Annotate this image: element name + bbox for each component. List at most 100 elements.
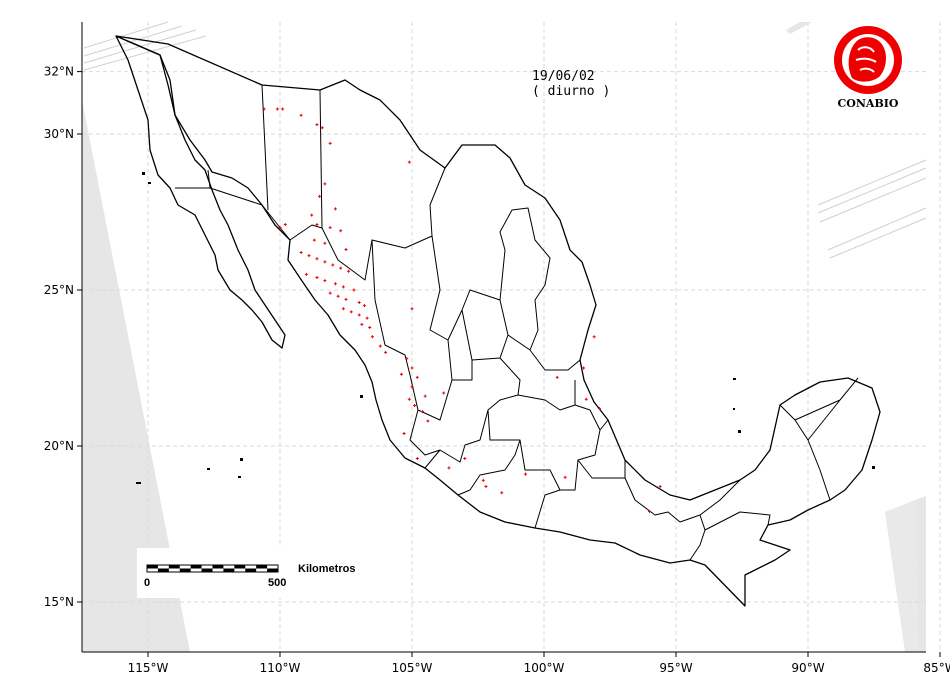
scale-check: [201, 568, 213, 572]
logo-detail: [855, 46, 877, 73]
scale-end-label: 500: [268, 577, 286, 589]
x-tick-label: 115°W: [128, 661, 169, 675]
scale-check: [223, 568, 235, 572]
fire-hotspot: [402, 432, 406, 436]
fire-hotspot: [370, 335, 374, 339]
y-tick-label: 20°N: [44, 439, 74, 453]
mainland-border: [115, 35, 881, 607]
fire-hotspot: [333, 207, 337, 211]
fire-hotspots: [262, 107, 662, 514]
fire-hotspot: [275, 107, 279, 111]
x-tick-label: 95°W: [659, 661, 692, 675]
fire-hotspot: [463, 456, 467, 460]
fire-hotspot: [323, 279, 327, 283]
swath-streak: [819, 177, 927, 223]
fire-hotspot: [283, 222, 287, 226]
scale-check: [267, 568, 278, 572]
fire-hotspot: [405, 357, 409, 361]
fire-hotspot: [315, 222, 319, 226]
fire-hotspot: [323, 182, 327, 186]
fire-hotspot: [410, 307, 414, 311]
fire-hotspot: [357, 300, 361, 304]
fire-hotspot: [323, 260, 327, 264]
state-lines: [175, 84, 859, 561]
fire-hotspot: [281, 107, 285, 111]
scale-check: [234, 565, 246, 569]
axes: 115°W 110°W 105°W 100°W 95°W 90°W 85°W 32°N 30°…: [44, 22, 950, 675]
fire-hotspot: [413, 403, 417, 407]
mexico-outline: [115, 35, 881, 607]
y-tick-label: 25°N: [44, 283, 74, 297]
fire-hotspot: [399, 372, 403, 376]
fire-hotspot: [299, 113, 303, 117]
scale-check: [168, 565, 180, 569]
fire-hotspot: [484, 485, 488, 489]
fire-hotspot: [315, 276, 319, 280]
fire-hotspot: [563, 475, 567, 479]
islands: [136, 172, 875, 484]
fire-hotspot: [312, 238, 316, 242]
x-tick-label: 90°W: [791, 661, 824, 675]
fire-hotspot: [307, 254, 311, 258]
scale-check: [179, 568, 191, 572]
fire-hotspot: [378, 344, 382, 348]
scale-check: [157, 568, 169, 572]
fire-hotspot: [407, 160, 411, 164]
swath-streak: [83, 21, 169, 49]
swath-streak: [817, 167, 927, 214]
fire-hotspot: [368, 325, 372, 329]
fire-hotspot: [339, 229, 343, 233]
fire-hotspot: [360, 322, 364, 326]
fire-hotspot: [500, 491, 504, 495]
swath-streak: [83, 25, 183, 57]
fire-hotspot: [278, 226, 282, 230]
baja-california-border: [115, 35, 286, 349]
x-tick-label: 85°W: [923, 661, 950, 675]
fire-hotspot: [597, 407, 601, 411]
fire-hotspot: [423, 394, 427, 398]
swath-right-inner: [885, 500, 926, 652]
fire-hotspot: [344, 297, 348, 301]
fire-hotspot: [341, 285, 345, 289]
fire-hotspot: [584, 397, 588, 401]
fire-hotspot: [299, 251, 303, 255]
scale-check: [212, 565, 224, 569]
swath-streak: [827, 207, 927, 251]
fire-hotspot: [442, 391, 446, 395]
fire-hotspot: [407, 397, 411, 401]
swath-streak: [817, 159, 927, 206]
y-tick-label: 30°N: [44, 127, 74, 141]
swath-right: [915, 496, 926, 652]
fire-hotspot: [315, 257, 319, 261]
fire-hotspot: [304, 272, 308, 276]
fire-hotspot: [415, 375, 419, 379]
fire-hotspot: [415, 456, 419, 460]
fire-hotspot: [310, 213, 314, 217]
fire-hotspot: [318, 194, 322, 198]
fire-hotspot: [426, 419, 430, 423]
scale-check: [190, 565, 202, 569]
fire-hotspot: [333, 282, 337, 286]
scale-unit-label: Kilometros: [298, 563, 355, 575]
fire-hotspot: [328, 226, 332, 230]
swath-streak: [83, 35, 207, 71]
fire-hotspot: [658, 485, 662, 489]
fire-hotspot: [648, 510, 652, 514]
scale-bar-checks: [147, 565, 278, 572]
fire-hotspot: [582, 366, 586, 370]
scale-bar: 0 500 Kilometros: [137, 548, 369, 598]
x-tick-label: 105°W: [392, 661, 433, 675]
fire-hotspot: [347, 269, 351, 273]
conabio-logo: CONABIO: [834, 26, 902, 110]
satellite-swath-shading: [82, 21, 927, 652]
graticule: [82, 22, 941, 652]
fire-hotspot: [362, 304, 366, 308]
swath-streak: [829, 217, 927, 259]
fire-hotspot: [320, 126, 324, 130]
fire-hotspot: [357, 313, 361, 317]
y-tick-label: 15°N: [44, 595, 74, 609]
fire-hotspot: [323, 241, 327, 245]
date-label: 19/06/02: [532, 69, 595, 84]
fire-hotspot: [524, 472, 528, 476]
